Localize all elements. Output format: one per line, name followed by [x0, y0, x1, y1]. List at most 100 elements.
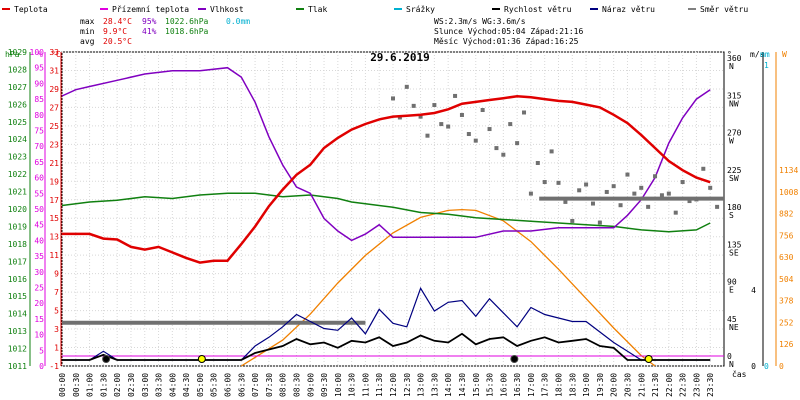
series-smer-point: [508, 122, 513, 127]
pct-tick-label: 75: [34, 127, 44, 136]
hpa-tick-label: 1028: [8, 65, 27, 74]
series-smer-point: [549, 149, 554, 154]
dir-tick-deg: 90: [727, 278, 737, 287]
hpa-tick-label: 1024: [8, 135, 27, 144]
hpa-tick-label: 1025: [8, 118, 27, 127]
x-tick-label: 10:00: [334, 373, 343, 397]
chart-title: 29.6.2019: [370, 51, 430, 64]
w-tick-label: 0: [779, 362, 784, 371]
temp-tick-label: 11: [49, 251, 59, 260]
temp-tick-label: 17: [49, 196, 59, 205]
stat-max-rain: 0.0mm: [226, 17, 250, 26]
series-smer-point: [597, 220, 602, 225]
x-tick-label: 13:00: [417, 373, 426, 397]
temp-tick-label: 13: [49, 233, 59, 242]
x-tick-label: 15:00: [472, 373, 481, 397]
x-tick-label: 21:30: [651, 373, 660, 397]
legend: Teplota Přízemní teplota Vlhkost Tlak Srážky…: [2, 5, 748, 14]
dir-tick-name: N: [729, 62, 734, 71]
mm-tick-label: 0: [764, 362, 769, 371]
x-tick-label: 12:00: [389, 373, 398, 397]
series-smer-point: [604, 189, 609, 194]
sun-marker: [197, 355, 206, 363]
dir-tick-deg: 270: [727, 129, 742, 138]
pct-tick-label: 90: [34, 79, 44, 88]
series-smer-point: [439, 122, 444, 127]
series-smer-point: [391, 96, 395, 101]
w-tick-label: 126: [779, 340, 794, 349]
series-smer-point: [653, 174, 658, 179]
x-tick-label: 03:30: [155, 373, 164, 397]
pct-tick-label: 20: [34, 299, 44, 308]
w-tick-label: 504: [779, 275, 794, 284]
series-smer-point: [680, 180, 685, 185]
x-tick-label: 20:30: [623, 373, 632, 397]
series-layer: [61, 66, 724, 367]
dir-tick-deg: 0: [727, 352, 732, 361]
x-tick-label: 05:30: [210, 373, 219, 397]
x-tick-label: 09:30: [320, 373, 329, 397]
dir-tick-name: SE: [729, 248, 739, 257]
dir-axis-label: °: [727, 50, 732, 59]
hpa-tick-label: 1026: [8, 100, 27, 109]
info-line: Slunce Východ:05:04 Západ:21:16: [434, 27, 583, 36]
x-tick-label: 06:30: [237, 373, 246, 397]
x-tick-label: 12:30: [403, 373, 412, 397]
series-smer-point: [577, 188, 582, 193]
series-smer-point: [659, 193, 664, 198]
series-smer-point: [542, 180, 547, 185]
legend-label-naraz: Náraz větru: [602, 5, 655, 14]
legend-label-vlhkost: Vlhkost: [210, 5, 244, 14]
series-smer-point: [694, 197, 699, 202]
series-smer-point: [535, 160, 540, 165]
pct-tick-label: 95: [34, 64, 44, 73]
hpa-tick-label: 1021: [8, 188, 27, 197]
pct-axis-label: %: [38, 50, 43, 59]
pct-tick-label: 5: [39, 346, 44, 355]
x-tick-label: 00:00: [58, 373, 67, 397]
axes: 00:00 00:30 01:00 01:30 02:00 02:30 03:00 03:30…: [5, 48, 798, 397]
pct-tick-label: 100: [30, 48, 45, 57]
x-tick-label: 05:00: [196, 373, 205, 397]
pct-tick-label: 35: [34, 252, 44, 261]
hpa-tick-label: 1018: [8, 240, 27, 249]
x-tick-label: 08:30: [292, 373, 301, 397]
temp-tick-label: -1: [49, 362, 59, 371]
wind-tick-label: 4: [751, 286, 756, 295]
x-tick-label: 04:30: [182, 373, 191, 397]
series-smer-point: [715, 204, 720, 209]
pct-tick-label: 85: [34, 95, 44, 104]
pct-tick-label: 55: [34, 189, 44, 198]
dir-tick-name: S: [729, 211, 734, 220]
x-tick-label: 22:30: [679, 373, 688, 397]
w-tick-label: 630: [779, 253, 794, 262]
sun-marker: [644, 355, 653, 363]
x-tick-label: 03:00: [141, 373, 150, 397]
series-teplota: [62, 95, 711, 264]
series-smer-point: [701, 166, 706, 171]
x-tick-label: 16:00: [499, 373, 508, 397]
series-smer-point: [487, 127, 492, 132]
x-tick-label: 23:30: [706, 373, 715, 397]
x-tick-label: 06:00: [224, 373, 233, 397]
wind-tick-label: 0: [751, 362, 756, 371]
series-smer-point: [480, 108, 485, 113]
x-tick-label: 21:00: [637, 373, 646, 397]
stat-max-label: max: [80, 17, 95, 26]
series-smer-point: [515, 141, 520, 146]
series-smer-point: [687, 199, 692, 204]
pct-tick-label: 45: [34, 221, 44, 230]
pct-tick-label: 65: [34, 158, 44, 167]
series-smer-point: [618, 203, 623, 208]
stat-max-hum: 95%: [142, 17, 157, 26]
temp-tick-label: 5: [54, 307, 59, 316]
series-rychlost: [62, 332, 711, 361]
legend-label-tlak: Tlak: [308, 5, 327, 14]
hpa-axis-label: hPa: [5, 50, 20, 59]
x-tick-label: 16:30: [513, 373, 522, 397]
x-tick-label: 14:30: [458, 373, 467, 397]
hpa-tick-label: 1029: [8, 48, 27, 57]
mm-axis-label: mm: [760, 50, 770, 59]
series-smer-point: [632, 191, 637, 196]
hpa-tick-label: 1012: [8, 345, 27, 354]
